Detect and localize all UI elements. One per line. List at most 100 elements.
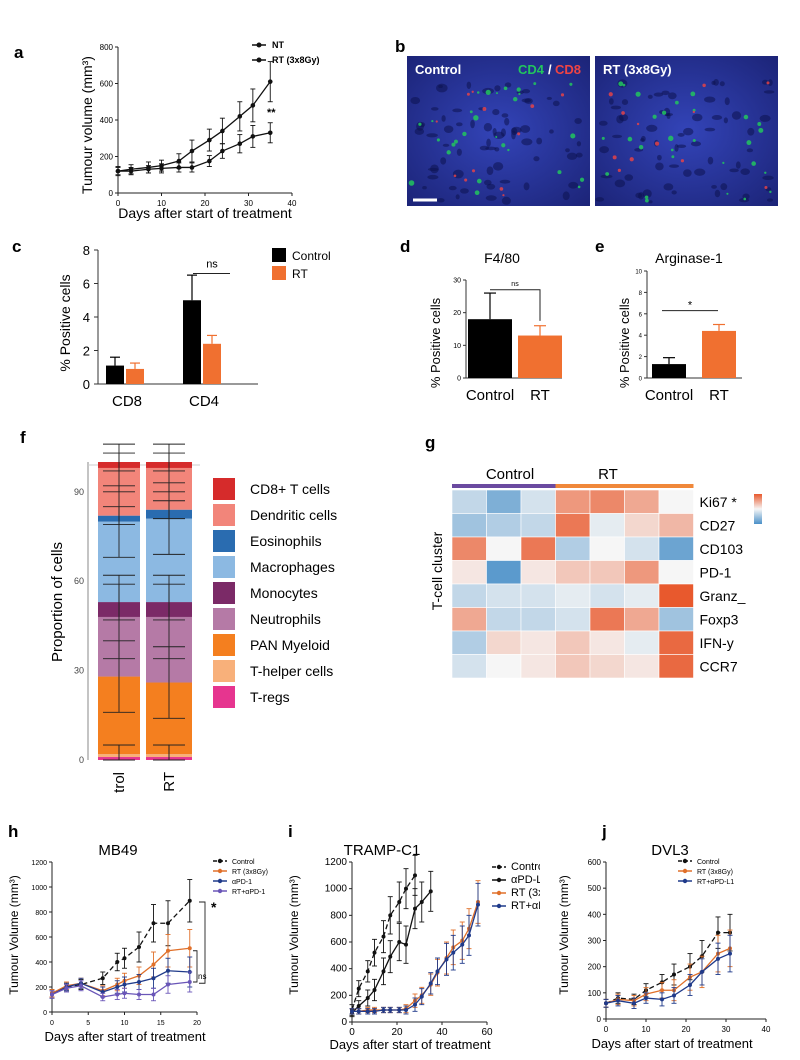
cd8-cell [608,92,613,97]
row-label: CD27 [700,517,736,533]
heatmap-cell [624,583,660,608]
series-line [117,81,271,172]
x-tick-label: Control [466,387,514,404]
panel-letter: b [395,37,405,56]
legend-label: RT+αPD-1 [232,889,265,896]
nucleus-shadow [618,114,629,122]
heatmap-cell [624,560,660,585]
legend-marker [217,858,223,864]
cd4-cell [671,155,675,159]
color-key-bar [754,494,762,524]
legend-label: T-helper cells [250,663,333,679]
cd4-cell [513,96,518,102]
heatmap-cell [451,536,487,561]
cd8-cell [530,104,535,109]
data-point [115,168,121,174]
nucleus-shadow [456,148,462,156]
legend-label: Dendritic cells [250,507,337,523]
panel-e-svg: e Arginase-1 % Positive cells 0 2 4 6 8 10 Con… [595,237,742,404]
cd4-cell [764,171,767,174]
nucleus-shadow [493,131,505,139]
x-tick-label: 20 [201,199,210,208]
nucleus-shadow [664,112,674,117]
y-tick-label: 400 [588,910,602,919]
legend-label-rt: RT [292,267,308,281]
heatmap-cell [520,654,556,679]
heatmap-cell [520,513,556,538]
legend-label: RT (3x8Gy) [232,869,268,876]
legend-swatch [213,686,235,708]
data-point [397,900,402,904]
nucleus-shadow [504,117,510,126]
ns-label: ns [511,281,519,288]
series-line [51,970,190,996]
data-point [64,986,69,991]
nucleus-shadow [552,100,560,107]
legend-label-control: Control [292,249,331,263]
data-point [381,934,386,939]
bar [702,330,736,378]
data-point [151,921,156,926]
cd4-cell [495,136,498,139]
data-point [189,165,195,170]
panel-c-svg: c % Positive cells 0 2 4 6 8 CD8 CD4 ns Control… [12,237,331,410]
data-point [404,942,408,947]
heatmap-cell [658,583,694,608]
legend-marker [496,903,502,909]
data-point [176,165,182,170]
cd4-cell [431,119,434,123]
cd4-cell [635,91,641,97]
nucleus-shadow [653,92,664,97]
nucleus-shadow [614,179,626,188]
data-point [632,1001,636,1006]
legend-marker-nt [256,42,262,48]
y-axis-label: % Positive cells [617,297,632,388]
nucleus-shadow [747,127,755,136]
data-point [350,1009,354,1014]
nucleus-shadow [470,119,475,129]
nucleus-shadow [711,184,717,189]
y-tick-label: 800 [330,910,347,921]
data-point [381,1008,386,1012]
label-slash: / [548,62,552,77]
cd8-cell [464,178,468,182]
cd4-cell [605,172,610,176]
panel-letter: h [8,822,18,841]
panel-d: d F4/80 % Positive cells 0 10 20 30 Control R… [400,228,590,413]
y-tick-label: 2 [639,355,643,361]
bar [652,364,686,378]
legend-label: Control [697,859,720,866]
nucleus-shadow [438,84,443,89]
nucleus-shadow [483,123,493,132]
cd4-cell [722,161,725,164]
data-point [716,930,720,935]
nucleus-shadow [422,186,427,190]
cd8-cell [692,110,695,114]
data-point [404,886,408,891]
x-tick-label: 20 [391,1027,403,1038]
nucleus-shadow [485,146,497,151]
legend-label: T-regs [250,689,290,705]
nucleus-shadow [729,168,739,173]
heatmap-cell [555,654,591,679]
nucleus-shadow [522,88,531,94]
legend-label: Macrophages [250,559,335,575]
y-tick-label: 800 [100,43,114,52]
legend-swatch-control [272,248,286,262]
label-rt: RT (3x8Gy) [603,62,672,77]
nucleus-shadow [762,175,774,181]
nucleus-shadow [676,144,687,149]
panel-c: c % Positive cells 0 2 4 6 8 CD8 CD4 ns Control… [0,228,385,413]
nucleus-shadow [511,130,516,140]
panel-letter: e [595,237,604,256]
nucleus-shadow [536,137,543,145]
label-cd8: CD8 [555,62,581,77]
legend-swatch [213,634,235,656]
heatmap-cell [658,654,694,679]
legend-label: RT (3x8Gy) [697,869,733,876]
y-tick-label: 600 [35,935,47,942]
cd4-cell [469,110,473,114]
nucleus-shadow [452,108,463,113]
nucleus-shadow [452,169,464,179]
y-tick-label: 4 [639,334,643,340]
